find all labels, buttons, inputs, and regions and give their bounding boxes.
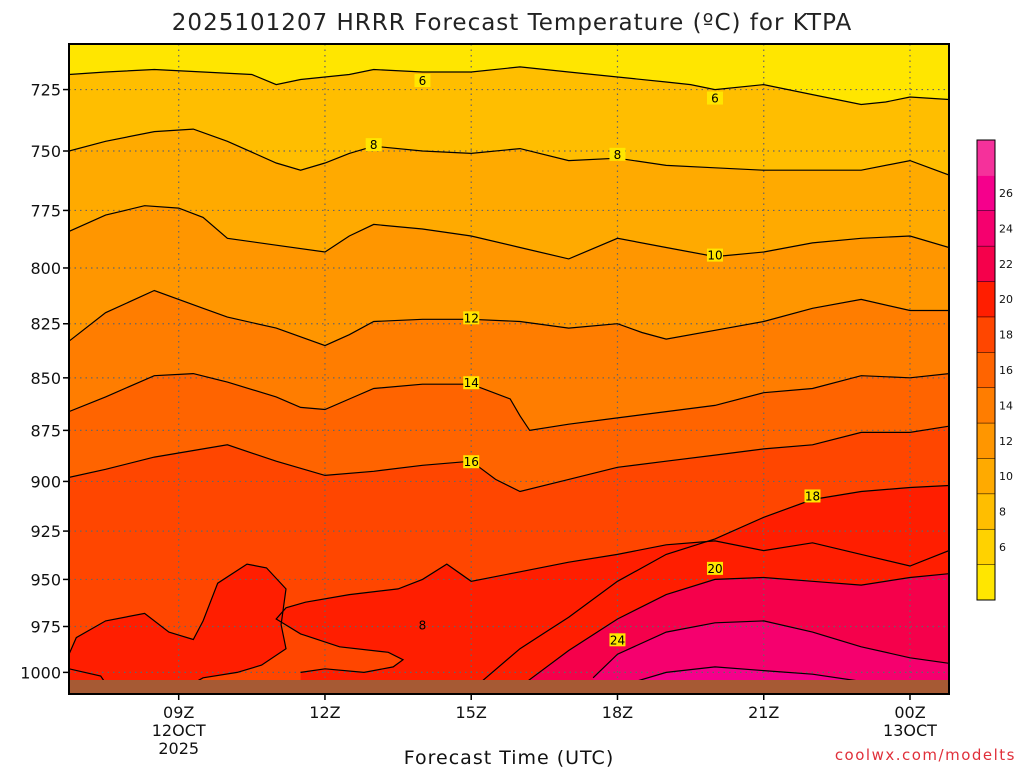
- contour-label-10-2-0: 10: [707, 249, 722, 263]
- contour-line-6-0: [69, 66, 949, 106]
- colorbar-label-8: 8: [999, 506, 1006, 519]
- contour-label-bg-10-2-0: [706, 248, 723, 262]
- contour-label-bg-24-12-0: [609, 633, 626, 647]
- colorbar-segment-8: [977, 493, 995, 530]
- colorbar-frame: [976, 139, 996, 601]
- colorbar-label-10: 10: [999, 470, 1013, 483]
- colorbar-segment-26: [977, 175, 995, 212]
- y-tick-label-725: 725: [30, 81, 61, 100]
- x-tick-label-12-0: 12Z: [309, 703, 340, 722]
- colorbar-label-16: 16: [999, 364, 1013, 377]
- temperature-fill-layer: [69, 44, 949, 694]
- colorbar-label-20: 20: [999, 293, 1013, 306]
- contour-line-8-1: [69, 128, 949, 176]
- y-tick-label-975: 975: [30, 617, 61, 636]
- y-tick-label-875: 875: [30, 421, 61, 440]
- colorbar-segment-6: [977, 529, 995, 566]
- y-axis: 725 750 775 800 825 850 875 900 925 950 975 1000: [20, 81, 69, 682]
- contour-label-small: 8: [419, 618, 427, 632]
- y-tick-label-750: 750: [30, 142, 61, 161]
- colorbar-label-12: 12: [999, 435, 1013, 448]
- colorbar-label-24: 24: [999, 222, 1013, 235]
- contour-label-bg-12-3-0: [463, 311, 480, 325]
- y-tick-label-925: 925: [30, 522, 61, 541]
- y-tick-label-1000: 1000: [20, 663, 61, 682]
- contour-line-22-11: [592, 620, 949, 679]
- colorbar-label-6: 6: [999, 541, 1006, 554]
- contour-label-bg-6-0-1: [706, 91, 723, 105]
- x-tick-label-24-1: 13OCT: [883, 721, 937, 740]
- colorbar-segment-24: [977, 210, 995, 247]
- x-tick-label-9-1: 12OCT: [152, 721, 206, 740]
- x-tick-label-9-0: 09Z: [163, 703, 194, 722]
- x-tick-label-15-0: 15Z: [456, 703, 487, 722]
- contour-label-bg-8-1-1: [609, 147, 626, 161]
- x-axis-label: Forecast Time (UTC): [404, 747, 614, 768]
- contour-label-bg-6-0-0: [414, 74, 431, 88]
- colorbar-label-14: 14: [999, 399, 1013, 412]
- y-tick-label-950: 950: [30, 570, 61, 589]
- contour-label-bg-16-5-0: [463, 455, 480, 469]
- y-tick-label-900: 900: [30, 472, 61, 491]
- contour-line-18-9: [69, 563, 287, 684]
- colorbar-segment-18: [977, 316, 995, 353]
- band-fill-20-9: [69, 564, 286, 694]
- colorbar: 6 8 10 12 14 16 18 20 22 24 26: [976, 139, 1013, 601]
- credit-text: coolwx.com/modelts: [835, 746, 1016, 764]
- contour-line-18-6: [470, 484, 949, 691]
- contour-label-18-6-0: 18: [805, 489, 820, 503]
- colorbar-segment-22: [977, 246, 995, 283]
- contour-label-14-4-0: 14: [464, 376, 479, 390]
- contour-line-12-3: [69, 289, 949, 347]
- contour-label-16-5-0: 16: [464, 455, 479, 469]
- x-tick-label-18-0: 18Z: [602, 703, 633, 722]
- colorbar-segment-20: [977, 281, 995, 318]
- x-tick-label-24-0: 00Z: [894, 703, 925, 722]
- contour-label-bg-14-4-0: [463, 376, 480, 390]
- y-tick-label-775: 775: [30, 201, 61, 220]
- contour-label-8-1-0: 8: [370, 138, 378, 152]
- colorbar-label-26: 26: [999, 187, 1013, 200]
- contour-label-20-10-0: 20: [707, 562, 722, 576]
- grid-layer: [69, 44, 949, 694]
- contour-line-20-10: [519, 573, 949, 688]
- y-tick-label-800: 800: [30, 259, 61, 278]
- colorbar-segment-10: [977, 458, 995, 495]
- colorbar-segment-4: [977, 564, 995, 601]
- contour-label-6-0-1: 6: [711, 92, 719, 106]
- colorbar-label-18: 18: [999, 329, 1013, 342]
- contour-label-bg-18-6-0: [804, 489, 821, 503]
- colorbar-segment-28: [977, 140, 995, 176]
- contour-line-14-4: [69, 372, 949, 432]
- colorbar-segment-14: [977, 387, 995, 424]
- colorbar-label-22: 22: [999, 258, 1013, 271]
- x-tick-label-21-0: 21Z: [748, 703, 779, 722]
- plot-frame: [68, 43, 950, 695]
- contour-label-12-3-0: 12: [464, 311, 479, 325]
- colorbar-segment-16: [977, 352, 995, 389]
- contour-label-6-0-0: 6: [419, 74, 427, 88]
- contour-label-8-1-1: 8: [614, 148, 622, 162]
- ground-surface: [69, 680, 949, 694]
- y-tick-label-825: 825: [30, 315, 61, 334]
- y-tick-label-850: 850: [30, 369, 61, 388]
- contour-label-24-12-0: 24: [610, 633, 625, 647]
- contour-line-10-2: [69, 205, 949, 260]
- contour-label-bg-20-10-0: [706, 561, 723, 575]
- x-tick-label-9-2: 2025: [158, 739, 199, 758]
- contour-line-18-8: [275, 540, 949, 674]
- contour-line-16-5: [69, 425, 949, 493]
- contour-label-bg-8-1-0: [365, 138, 382, 152]
- ground-layer: [69, 680, 949, 694]
- colorbar-segment-12: [977, 423, 995, 459]
- chart-title: 2025101207 HRRR Forecast Temperature (ºC…: [172, 10, 852, 36]
